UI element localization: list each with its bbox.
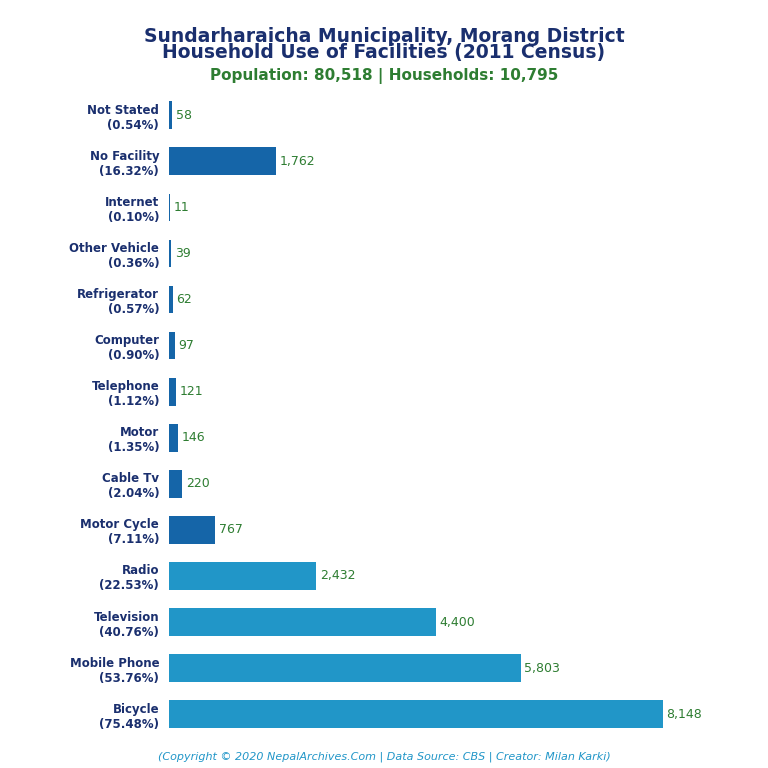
- Bar: [169, 147, 276, 175]
- Text: 146: 146: [181, 432, 205, 444]
- Bar: [169, 240, 171, 267]
- Text: Sundarharaicha Municipality, Morang District: Sundarharaicha Municipality, Morang Dist…: [144, 27, 624, 46]
- Bar: [169, 700, 663, 728]
- Text: 62: 62: [177, 293, 192, 306]
- Bar: [169, 332, 175, 359]
- Bar: [169, 470, 182, 498]
- Text: 11: 11: [174, 201, 189, 214]
- Text: 39: 39: [175, 247, 190, 260]
- Bar: [169, 378, 177, 406]
- Text: 4,400: 4,400: [439, 616, 475, 628]
- Bar: [169, 286, 173, 313]
- Text: (Copyright © 2020 NepalArchives.Com | Data Source: CBS | Creator: Milan Karki): (Copyright © 2020 NepalArchives.Com | Da…: [157, 751, 611, 762]
- Bar: [169, 608, 435, 636]
- Bar: [169, 516, 216, 544]
- Text: Household Use of Facilities (2011 Census): Household Use of Facilities (2011 Census…: [163, 43, 605, 62]
- Text: 121: 121: [180, 386, 204, 398]
- Text: 220: 220: [186, 478, 210, 490]
- Text: 5,803: 5,803: [525, 662, 560, 674]
- Text: 1,762: 1,762: [280, 155, 315, 167]
- Bar: [169, 654, 521, 682]
- Text: 2,432: 2,432: [320, 570, 356, 582]
- Text: 97: 97: [178, 339, 194, 352]
- Bar: [169, 101, 173, 129]
- Text: 8,148: 8,148: [667, 708, 702, 720]
- Text: 767: 767: [219, 524, 243, 536]
- Text: Population: 80,518 | Households: 10,795: Population: 80,518 | Households: 10,795: [210, 68, 558, 84]
- Bar: [169, 562, 316, 590]
- Bar: [169, 424, 178, 452]
- Text: 58: 58: [176, 109, 192, 121]
